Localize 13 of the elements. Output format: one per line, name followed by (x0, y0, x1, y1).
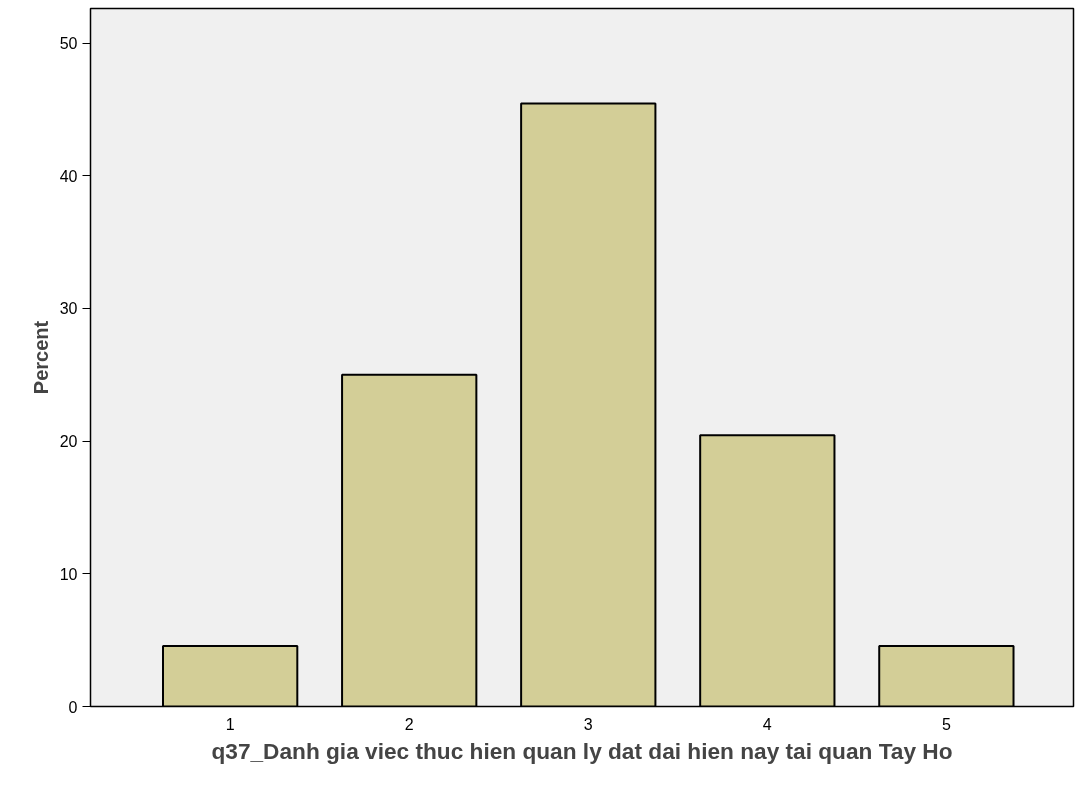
x-tick-label: 3 (583, 715, 593, 733)
y-tick-label: 50 (59, 35, 78, 52)
y-tick-label: 0 (68, 698, 78, 716)
y-tick-label: 20 (59, 433, 78, 451)
x-tick-label: 5 (941, 715, 951, 733)
y-tick-label: 30 (59, 300, 78, 318)
x-tick-label: 2 (404, 715, 414, 733)
x-tick-label: 4 (762, 715, 772, 733)
y-tick-label: 40 (59, 167, 78, 185)
x-tick-label: 1 (225, 715, 235, 733)
y-tick-label: 10 (59, 565, 78, 583)
y-axis-title: Percent (29, 320, 52, 395)
x-axis-title: q37_Danh gia viec thuc hien quan ly dat dai hien nay tai quan Tay Ho (211, 737, 953, 764)
